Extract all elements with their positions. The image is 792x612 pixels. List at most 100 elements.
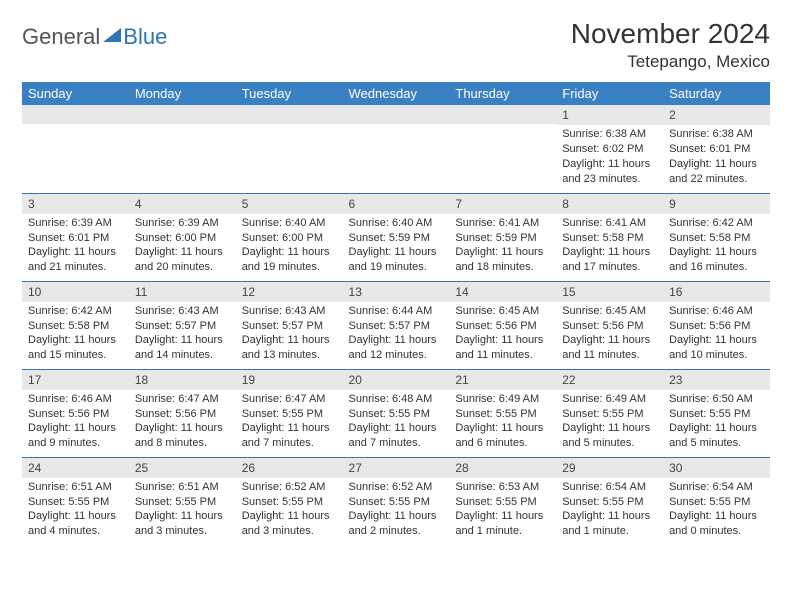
daylight-line: Daylight: 11 hours and 18 minutes. [455, 245, 550, 275]
sunset-line: Sunset: 5:57 PM [349, 319, 444, 334]
calendar-cell: 15Sunrise: 6:45 AMSunset: 5:56 PMDayligh… [556, 281, 663, 369]
sunrise-line: Sunrise: 6:47 AM [135, 392, 230, 407]
calendar-body: 1Sunrise: 6:38 AMSunset: 6:02 PMDaylight… [22, 105, 770, 545]
day-info: Sunrise: 6:45 AMSunset: 5:56 PMDaylight:… [556, 302, 663, 367]
calendar-cell: 30Sunrise: 6:54 AMSunset: 5:55 PMDayligh… [663, 457, 770, 545]
sunrise-line: Sunrise: 6:44 AM [349, 304, 444, 319]
calendar-cell: 8Sunrise: 6:41 AMSunset: 5:58 PMDaylight… [556, 193, 663, 281]
day-number: 7 [449, 194, 556, 214]
day-number: 17 [22, 370, 129, 390]
day-info: Sunrise: 6:43 AMSunset: 5:57 PMDaylight:… [129, 302, 236, 367]
daylight-line: Daylight: 11 hours and 11 minutes. [562, 333, 657, 363]
day-info: Sunrise: 6:40 AMSunset: 6:00 PMDaylight:… [236, 214, 343, 279]
daylight-line: Daylight: 11 hours and 1 minute. [455, 509, 550, 539]
calendar-cell: 14Sunrise: 6:45 AMSunset: 5:56 PMDayligh… [449, 281, 556, 369]
sunrise-line: Sunrise: 6:38 AM [669, 127, 764, 142]
day-number-empty [129, 105, 236, 124]
daylight-line: Daylight: 11 hours and 1 minute. [562, 509, 657, 539]
weekday-header: Wednesday [343, 82, 450, 105]
day-info: Sunrise: 6:51 AMSunset: 5:55 PMDaylight:… [129, 478, 236, 543]
sunset-line: Sunset: 5:55 PM [455, 407, 550, 422]
day-number: 5 [236, 194, 343, 214]
daylight-line: Daylight: 11 hours and 7 minutes. [242, 421, 337, 451]
day-info: Sunrise: 6:39 AMSunset: 6:01 PMDaylight:… [22, 214, 129, 279]
calendar-cell: 28Sunrise: 6:53 AMSunset: 5:55 PMDayligh… [449, 457, 556, 545]
sunset-line: Sunset: 6:02 PM [562, 142, 657, 157]
sunset-line: Sunset: 6:01 PM [669, 142, 764, 157]
sunset-line: Sunset: 6:00 PM [242, 231, 337, 246]
calendar-head: SundayMondayTuesdayWednesdayThursdayFrid… [22, 82, 770, 105]
sunrise-line: Sunrise: 6:43 AM [135, 304, 230, 319]
calendar-cell: 13Sunrise: 6:44 AMSunset: 5:57 PMDayligh… [343, 281, 450, 369]
day-info: Sunrise: 6:38 AMSunset: 6:02 PMDaylight:… [556, 125, 663, 190]
calendar-cell: 26Sunrise: 6:52 AMSunset: 5:55 PMDayligh… [236, 457, 343, 545]
sunset-line: Sunset: 5:55 PM [135, 495, 230, 510]
sunset-line: Sunset: 5:55 PM [242, 407, 337, 422]
sunset-line: Sunset: 5:59 PM [455, 231, 550, 246]
day-info: Sunrise: 6:38 AMSunset: 6:01 PMDaylight:… [663, 125, 770, 190]
daylight-line: Daylight: 11 hours and 6 minutes. [455, 421, 550, 451]
sunrise-line: Sunrise: 6:45 AM [562, 304, 657, 319]
day-number: 25 [129, 458, 236, 478]
weekday-header: Friday [556, 82, 663, 105]
day-info: Sunrise: 6:39 AMSunset: 6:00 PMDaylight:… [129, 214, 236, 279]
sunset-line: Sunset: 5:55 PM [669, 495, 764, 510]
sunset-line: Sunset: 5:59 PM [349, 231, 444, 246]
calendar-cell: 17Sunrise: 6:46 AMSunset: 5:56 PMDayligh… [22, 369, 129, 457]
daylight-line: Daylight: 11 hours and 0 minutes. [669, 509, 764, 539]
day-info: Sunrise: 6:42 AMSunset: 5:58 PMDaylight:… [22, 302, 129, 367]
day-number: 15 [556, 282, 663, 302]
sunset-line: Sunset: 5:55 PM [242, 495, 337, 510]
calendar-table: SundayMondayTuesdayWednesdayThursdayFrid… [22, 82, 770, 545]
sunrise-line: Sunrise: 6:39 AM [135, 216, 230, 231]
weekday-header: Saturday [663, 82, 770, 105]
sunrise-line: Sunrise: 6:51 AM [135, 480, 230, 495]
weekday-header: Tuesday [236, 82, 343, 105]
calendar-cell: 23Sunrise: 6:50 AMSunset: 5:55 PMDayligh… [663, 369, 770, 457]
day-number: 9 [663, 194, 770, 214]
day-number: 20 [343, 370, 450, 390]
day-number: 30 [663, 458, 770, 478]
day-info: Sunrise: 6:40 AMSunset: 5:59 PMDaylight:… [343, 214, 450, 279]
day-number: 22 [556, 370, 663, 390]
daylight-line: Daylight: 11 hours and 12 minutes. [349, 333, 444, 363]
day-number: 23 [663, 370, 770, 390]
brand-logo: General Blue [22, 18, 167, 50]
day-number: 14 [449, 282, 556, 302]
weekday-header: Monday [129, 82, 236, 105]
sunset-line: Sunset: 5:55 PM [349, 407, 444, 422]
daylight-line: Daylight: 11 hours and 5 minutes. [669, 421, 764, 451]
daylight-line: Daylight: 11 hours and 19 minutes. [242, 245, 337, 275]
sunrise-line: Sunrise: 6:48 AM [349, 392, 444, 407]
daylight-line: Daylight: 11 hours and 7 minutes. [349, 421, 444, 451]
day-number-empty [343, 105, 450, 124]
calendar-cell: 10Sunrise: 6:42 AMSunset: 5:58 PMDayligh… [22, 281, 129, 369]
day-number: 6 [343, 194, 450, 214]
sunrise-line: Sunrise: 6:45 AM [455, 304, 550, 319]
day-number: 3 [22, 194, 129, 214]
calendar-cell: 19Sunrise: 6:47 AMSunset: 5:55 PMDayligh… [236, 369, 343, 457]
calendar-week-row: 10Sunrise: 6:42 AMSunset: 5:58 PMDayligh… [22, 281, 770, 369]
day-info: Sunrise: 6:54 AMSunset: 5:55 PMDaylight:… [556, 478, 663, 543]
day-info: Sunrise: 6:52 AMSunset: 5:55 PMDaylight:… [236, 478, 343, 543]
day-number: 4 [129, 194, 236, 214]
calendar-cell: 3Sunrise: 6:39 AMSunset: 6:01 PMDaylight… [22, 193, 129, 281]
day-info: Sunrise: 6:43 AMSunset: 5:57 PMDaylight:… [236, 302, 343, 367]
day-info: Sunrise: 6:46 AMSunset: 5:56 PMDaylight:… [22, 390, 129, 455]
calendar-cell: 18Sunrise: 6:47 AMSunset: 5:56 PMDayligh… [129, 369, 236, 457]
sunrise-line: Sunrise: 6:46 AM [28, 392, 123, 407]
sunset-line: Sunset: 5:56 PM [135, 407, 230, 422]
calendar-cell: 21Sunrise: 6:49 AMSunset: 5:55 PMDayligh… [449, 369, 556, 457]
calendar-cell [343, 105, 450, 193]
brand-triangle-icon [103, 28, 121, 42]
calendar-cell: 9Sunrise: 6:42 AMSunset: 5:58 PMDaylight… [663, 193, 770, 281]
calendar-cell: 11Sunrise: 6:43 AMSunset: 5:57 PMDayligh… [129, 281, 236, 369]
daylight-line: Daylight: 11 hours and 15 minutes. [28, 333, 123, 363]
calendar-cell: 27Sunrise: 6:52 AMSunset: 5:55 PMDayligh… [343, 457, 450, 545]
sunset-line: Sunset: 6:01 PM [28, 231, 123, 246]
day-number-empty [236, 105, 343, 124]
calendar-cell: 4Sunrise: 6:39 AMSunset: 6:00 PMDaylight… [129, 193, 236, 281]
day-number: 18 [129, 370, 236, 390]
day-number: 19 [236, 370, 343, 390]
calendar-week-row: 1Sunrise: 6:38 AMSunset: 6:02 PMDaylight… [22, 105, 770, 193]
